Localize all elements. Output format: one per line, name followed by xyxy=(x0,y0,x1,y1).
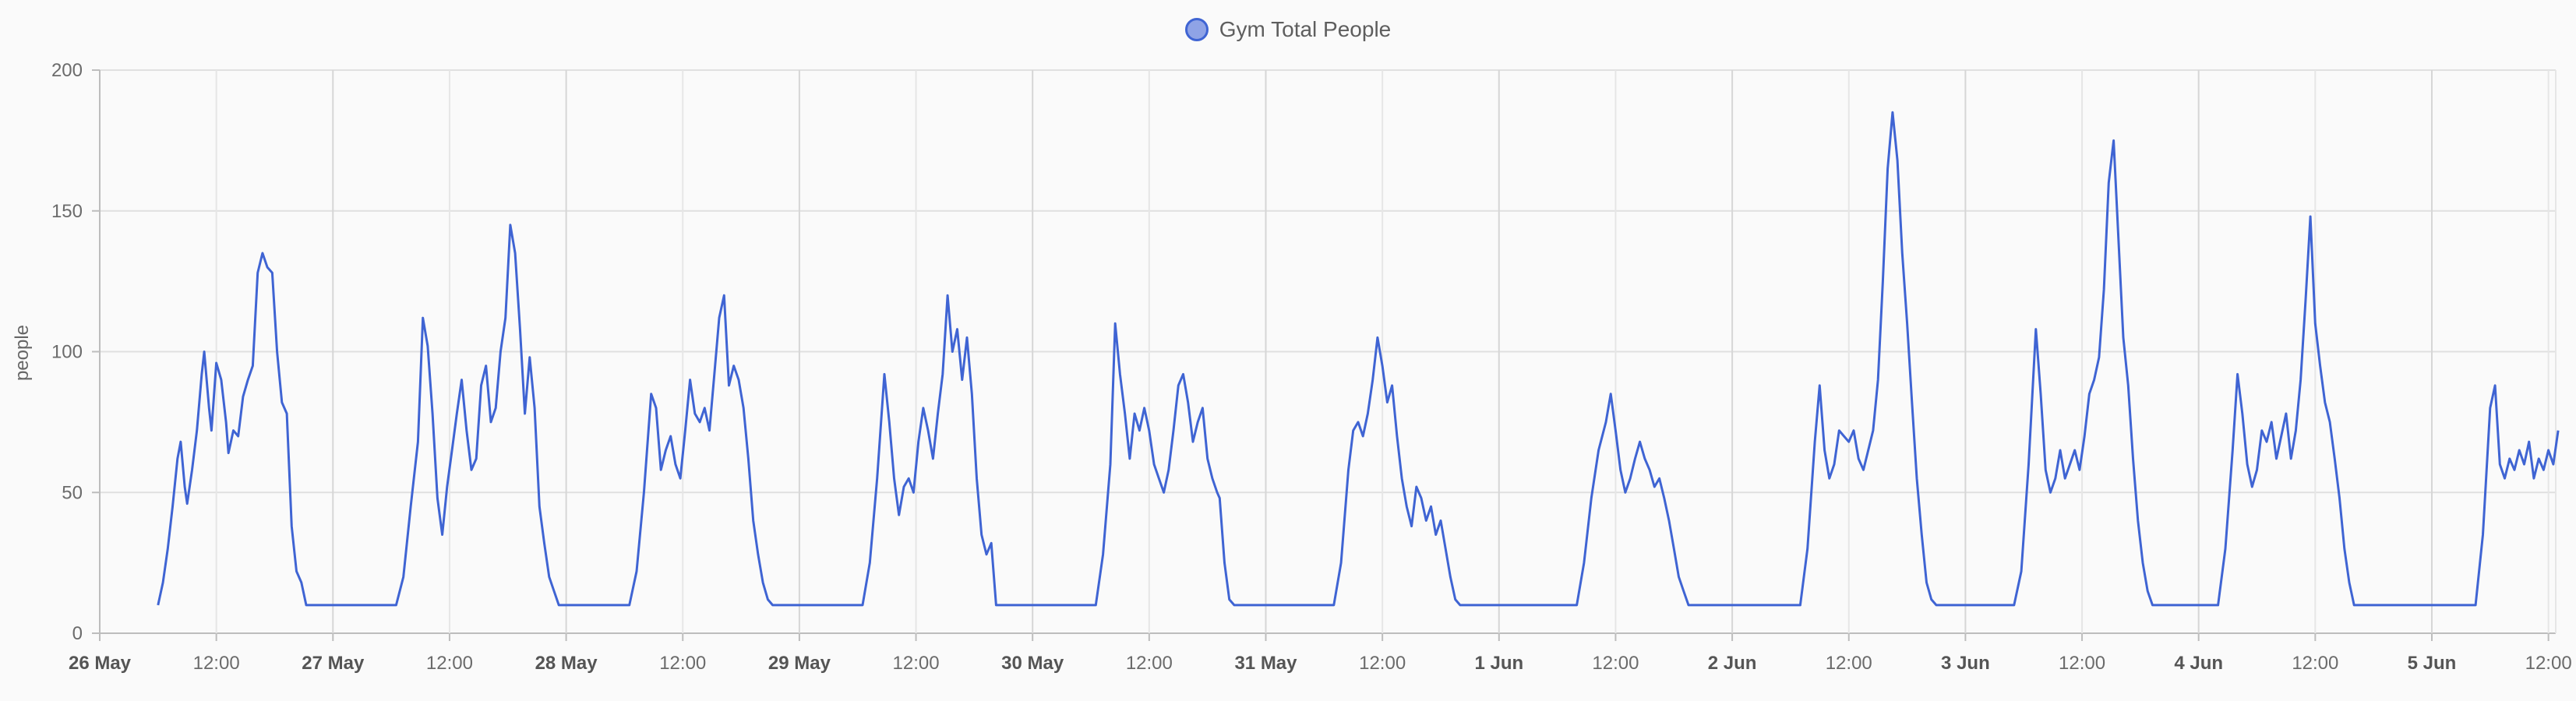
x-tick-label: 12:00 xyxy=(193,653,240,674)
x-tick-label: 12:00 xyxy=(2525,653,2572,674)
x-tick-label: 27 May xyxy=(302,653,365,674)
x-tick-label: 12:00 xyxy=(1359,653,1406,674)
x-tick-label: 12:00 xyxy=(1826,653,1872,674)
x-tick-label: 31 May xyxy=(1234,653,1297,674)
x-tick-label: 1 Jun xyxy=(1474,653,1523,674)
x-tick-label: 4 Jun xyxy=(2174,653,2223,674)
legend[interactable]: Gym Total People xyxy=(0,17,2576,42)
y-tick-label: 0 xyxy=(72,623,83,644)
x-tick-label: 26 May xyxy=(69,653,132,674)
x-tick-label: 12:00 xyxy=(2292,653,2338,674)
y-tick-label: 200 xyxy=(51,60,83,81)
x-tick-label: 28 May xyxy=(535,653,598,674)
x-tick-label: 12:00 xyxy=(1592,653,1639,674)
y-tick-label: 150 xyxy=(51,201,83,222)
x-tick-label: 12:00 xyxy=(2059,653,2105,674)
x-tick-label: 5 Jun xyxy=(2408,653,2457,674)
x-tick-label: 3 Jun xyxy=(1941,653,1990,674)
x-tick-label: 12:00 xyxy=(893,653,940,674)
x-tick-label: 2 Jun xyxy=(1708,653,1757,674)
x-tick-label: 12:00 xyxy=(426,653,473,674)
x-tick-label: 12:00 xyxy=(659,653,706,674)
series-line xyxy=(157,111,2560,607)
x-tick-label: 29 May xyxy=(768,653,831,674)
x-tick-label: 30 May xyxy=(1001,653,1064,674)
x-tick-label: 12:00 xyxy=(1126,653,1173,674)
y-tick-label: 50 xyxy=(62,482,83,503)
legend-swatch-icon xyxy=(1184,18,1209,41)
legend-label: Gym Total People xyxy=(1219,17,1392,41)
y-tick-label: 100 xyxy=(51,342,83,363)
